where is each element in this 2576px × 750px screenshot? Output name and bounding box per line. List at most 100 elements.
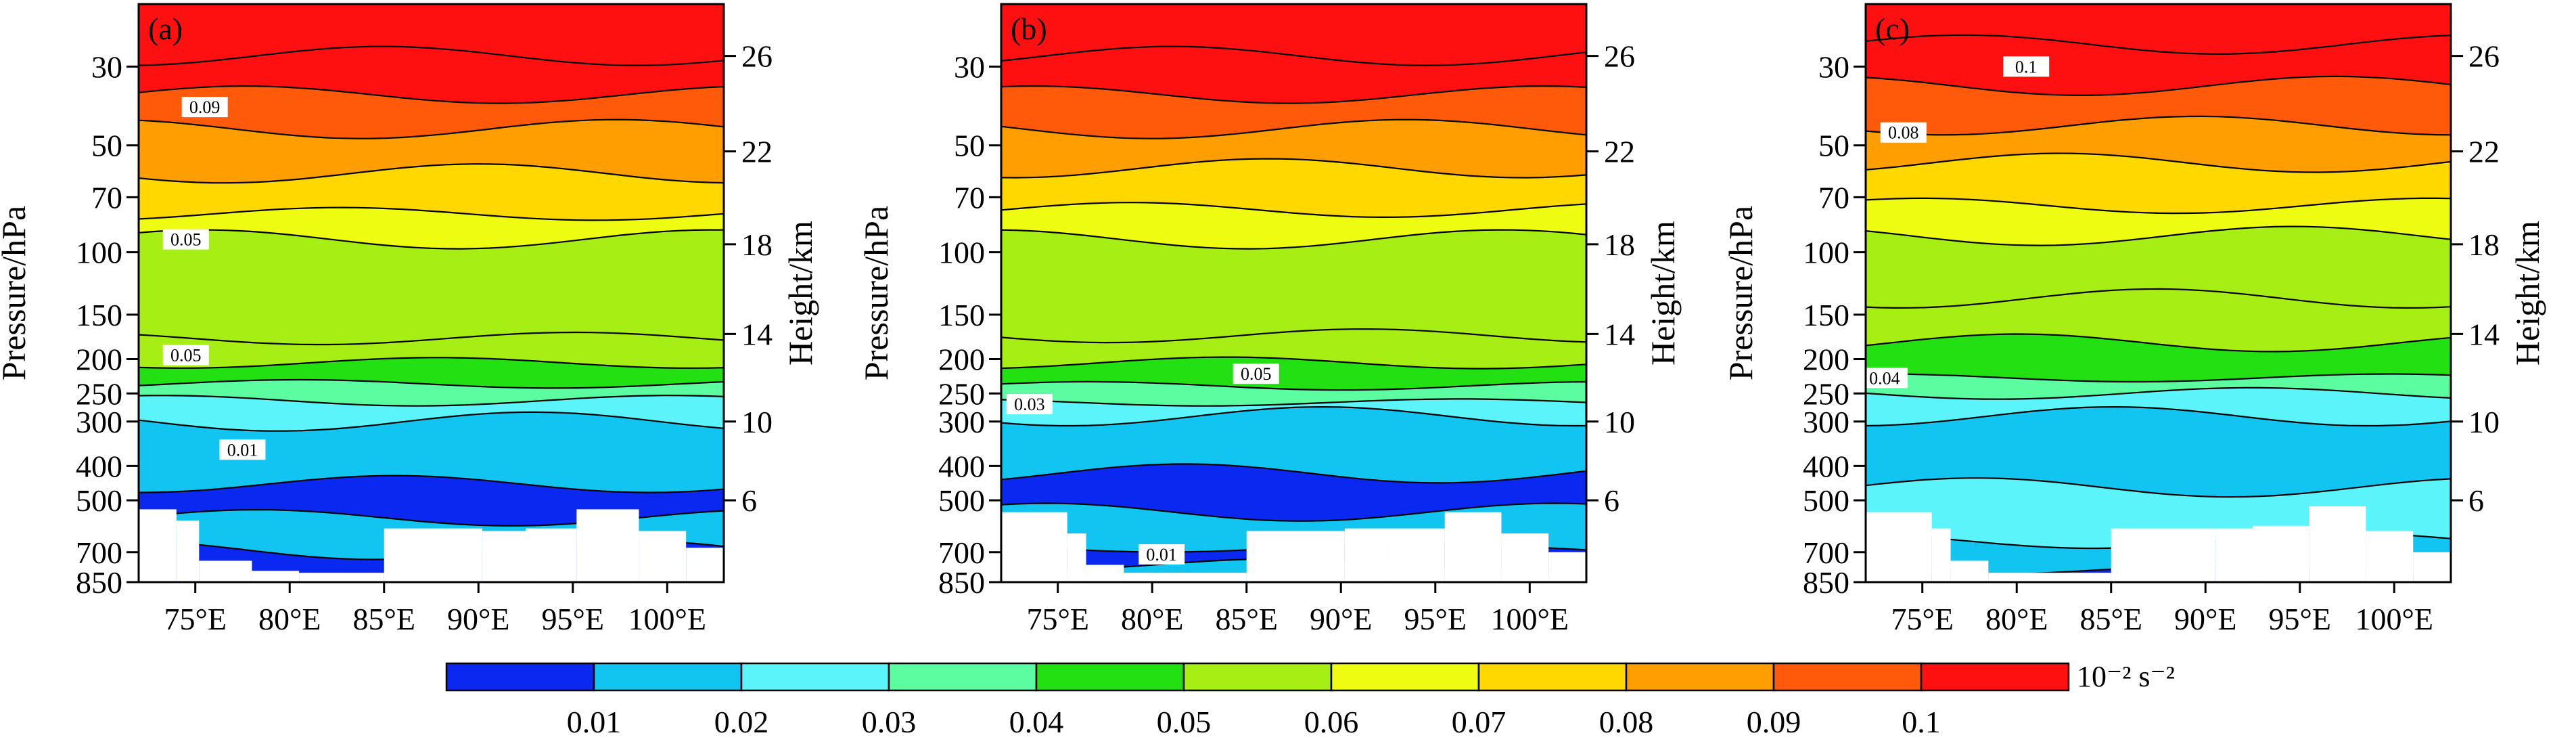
- y-tick-label-left: 400: [938, 449, 985, 483]
- contour-label-box: [162, 345, 209, 366]
- contour-label-box: [1880, 122, 1927, 143]
- y-tick-label-right: 14: [1604, 317, 1635, 351]
- y-tick-label-right: 6: [2468, 483, 2484, 518]
- contour-label-box: [2003, 56, 2050, 77]
- y-tick-label-left: 300: [76, 405, 122, 439]
- terrain-mask: [526, 528, 577, 582]
- panel-a: 0.09 0.05 0.05 0.01 (a) 30 50 70 100 150 200250300…: [0, 3, 819, 636]
- terrain-mask: [1950, 560, 1989, 582]
- y-tick-label-left: 500: [1803, 483, 1849, 518]
- y-tick-label-left: 100: [1803, 236, 1849, 270]
- colorbar-swatch: [593, 662, 743, 692]
- y-tick-label-left: 850: [938, 565, 985, 600]
- colorbar-tick-label: 0.04: [1009, 705, 1064, 739]
- y-tick-label-right: 26: [2468, 39, 2500, 74]
- terrain-mask: [1931, 528, 1951, 582]
- y-tick-label-left: 200: [1803, 342, 1849, 376]
- y-tick-label-left: 200: [938, 342, 985, 376]
- panels-group: 0.090.050.050.01(a)305070100150200250300…: [0, 3, 2546, 636]
- colorbar-swatch: [1772, 662, 1923, 692]
- y-tick-label-left: 500: [76, 483, 122, 518]
- y-tick-label-left: 500: [938, 483, 985, 518]
- contour-label: 0.05: [1241, 364, 1272, 384]
- y-tick-label-right: 14: [2468, 317, 2500, 351]
- y-tick-label-right: 26: [1604, 39, 1635, 74]
- y-tick-label-left: 250: [938, 376, 985, 411]
- y-tick-label-left: 850: [1803, 565, 1849, 600]
- terrain-mask: [2253, 525, 2309, 582]
- contour-label-box: [162, 229, 209, 250]
- x-tick-label: 75°E: [164, 602, 227, 636]
- colorbar-tick-label: 0.02: [714, 705, 769, 739]
- y-tick-label-left: 150: [1803, 298, 1849, 332]
- terrain-mask: [2111, 528, 2215, 582]
- contour-label: 0.01: [1146, 545, 1177, 565]
- contour-label-box: [181, 97, 228, 118]
- panel-label: (a): [148, 12, 183, 46]
- y-tick-label-left: 100: [76, 236, 122, 270]
- terrain-mask: [1246, 531, 1345, 582]
- y-tick-label-left: 70: [1818, 180, 1849, 215]
- x-tick-label: 75°E: [1026, 602, 1089, 636]
- panel-label: (b): [1011, 12, 1047, 46]
- y-axis-title-right: Height/km: [2508, 221, 2546, 366]
- terrain-mask: [176, 520, 200, 582]
- plot-area: 0.05 0.03 0.01: [1001, 4, 1586, 582]
- y-tick-label-right: 10: [1604, 405, 1635, 439]
- y-axis-title-right: Height/km: [1644, 221, 1682, 366]
- y-tick-label-right: 26: [741, 39, 773, 74]
- y-tick-label-left: 50: [91, 129, 122, 163]
- y-axis-title-left: Pressure/hPa: [0, 206, 32, 380]
- x-tick-label: 85°E: [1215, 602, 1278, 636]
- colorbar-tick-label: 0.09: [1747, 705, 1801, 739]
- y-tick-label-left: 250: [1803, 376, 1849, 411]
- contour-label: 0.09: [189, 97, 221, 117]
- x-tick-label: 95°E: [1404, 602, 1467, 636]
- y-axis-title-right: Height/km: [781, 221, 819, 366]
- terrain-mask: [482, 531, 526, 582]
- contour-label: 0.05: [170, 230, 202, 250]
- terrain-mask: [2413, 552, 2451, 582]
- plot-frame: [1000, 3, 1588, 583]
- contour-label-box: [1138, 544, 1185, 565]
- terrain-mask: [252, 571, 300, 582]
- y-tick-label-right: 10: [2468, 405, 2500, 439]
- y-tick-label-right: 18: [2468, 227, 2500, 262]
- y-tick-label-left: 300: [1803, 405, 1849, 439]
- x-tick-label: 95°E: [542, 602, 605, 636]
- y-tick-label-right: 6: [741, 483, 757, 518]
- contour-label-box: [1866, 368, 1908, 389]
- contour-label: 0.03: [1014, 395, 1045, 414]
- x-tick-label: 80°E: [258, 602, 321, 636]
- terrain-mask: [1548, 552, 1586, 582]
- plot-area: 0.09 0.05 0.05 0.01: [139, 4, 724, 582]
- y-tick-label-left: 400: [76, 449, 122, 483]
- y-axis-title-left: Pressure/hPa: [857, 206, 895, 380]
- colorbar-tick-label: 0.08: [1599, 705, 1654, 739]
- contour-label: 0.1: [2015, 57, 2038, 76]
- terrain-mask: [1444, 512, 1502, 582]
- y-tick-label-right: 10: [741, 405, 773, 439]
- y-tick-label-left: 700: [1803, 535, 1849, 570]
- colorbar-swatch: [1920, 662, 2070, 692]
- terrain-mask: [1124, 573, 1247, 582]
- terrain-mask: [1086, 565, 1124, 582]
- y-tick-label-right: 18: [1604, 227, 1635, 262]
- terrain-mask: [2215, 528, 2253, 582]
- y-tick-label-right: 14: [741, 317, 773, 351]
- colorbar-tick-label: 0.01: [567, 705, 622, 739]
- x-tick-label: 75°E: [1891, 602, 1954, 636]
- x-tick-label: 100°E: [628, 602, 707, 636]
- colorbar-swatch: [1330, 662, 1480, 692]
- y-tick-label-left: 400: [1803, 449, 1849, 483]
- terrain-mask: [1067, 533, 1086, 582]
- y-tick-label-left: 30: [954, 49, 985, 84]
- y-tick-label-left: 150: [76, 298, 122, 332]
- y-tick-label-right: 22: [2468, 135, 2500, 169]
- colorbar-unit: 10⁻² s⁻²: [2077, 660, 2175, 693]
- terrain-mask: [299, 573, 384, 582]
- y-tick-label-left: 850: [76, 565, 122, 600]
- terrain-mask: [1001, 512, 1067, 582]
- terrain-mask: [1501, 533, 1549, 582]
